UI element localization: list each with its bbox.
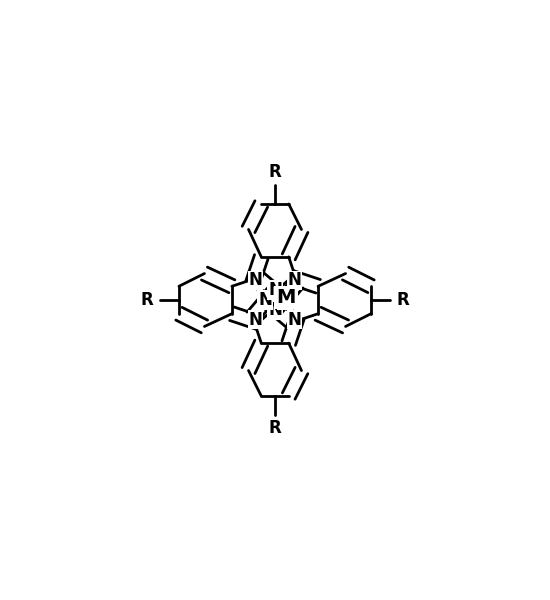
- Text: N: N: [258, 291, 272, 309]
- Text: N: N: [268, 301, 282, 319]
- Text: R: R: [397, 291, 410, 309]
- Text: M: M: [276, 288, 295, 307]
- Text: N: N: [268, 281, 282, 299]
- Text: N: N: [249, 271, 262, 289]
- Text: N: N: [249, 311, 262, 329]
- Text: N: N: [288, 271, 301, 289]
- Text: R: R: [268, 163, 282, 181]
- Text: R: R: [140, 291, 153, 309]
- Text: R: R: [268, 419, 282, 437]
- Text: N: N: [288, 311, 301, 329]
- Text: N: N: [278, 291, 292, 309]
